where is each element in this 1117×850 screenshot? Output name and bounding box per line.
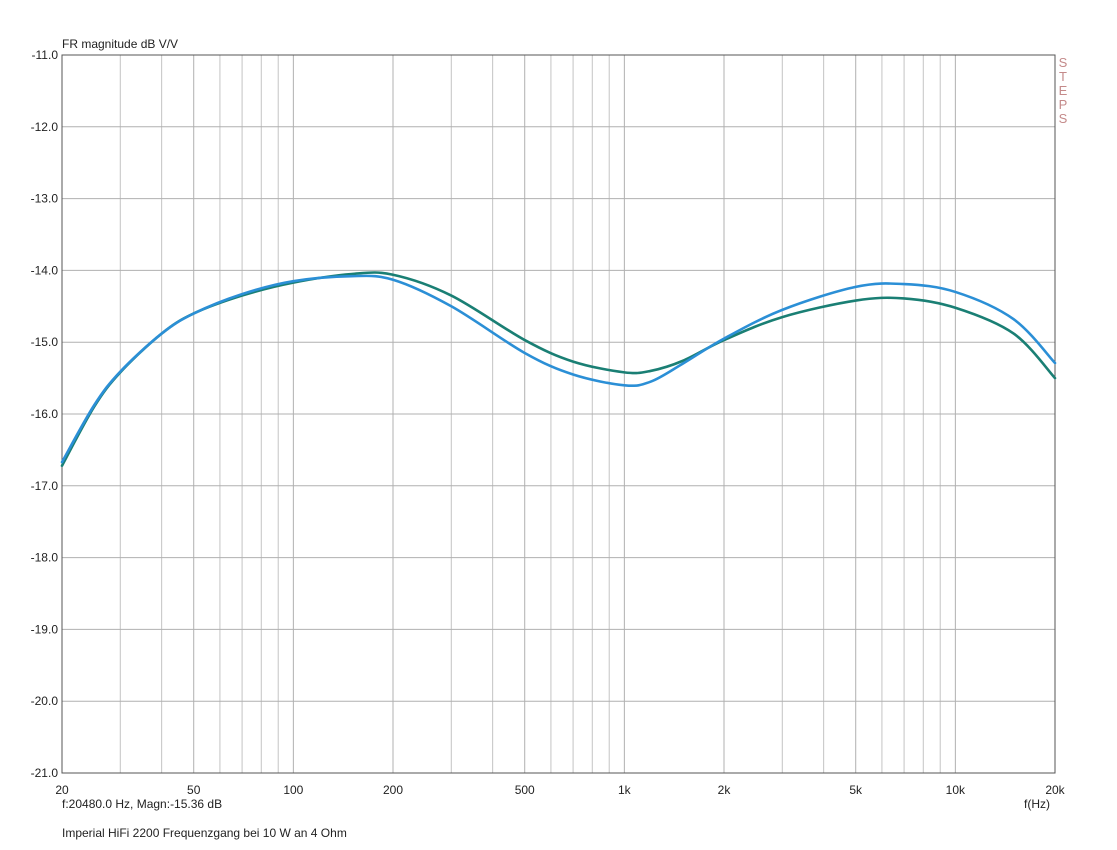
chart-title: FR magnitude dB V/V [62,37,178,51]
cursor-readout: f:20480.0 Hz, Magn:-15.36 dB [62,797,222,811]
y-tick-label: -16.0 [31,407,59,421]
x-tick-label: 20 [55,783,69,797]
y-tick-label: -12.0 [31,120,59,134]
footer-note: Imperial HiFi 2200 Frequenzgang bei 10 W… [62,826,347,840]
steps-letter: T [1059,69,1067,84]
x-tick-label: 500 [515,783,535,797]
x-tick-label: 2k [718,783,732,797]
y-tick-label: -21.0 [31,766,59,780]
steps-letter: S [1059,111,1068,126]
y-tick-label: -15.0 [31,335,59,349]
y-tick-label: -14.0 [31,263,59,277]
series-line [60,274,1057,464]
x-tick-label: 100 [283,783,303,797]
x-tick-label: 1k [618,783,632,797]
y-tick-label: -11.0 [32,48,59,62]
y-tick-label: -18.0 [31,551,59,565]
y-axis-ticks: -11.0 -12.0 -13.0 -14.0 -15.0 -16.0 -17.0 -18.0… [31,48,59,780]
x-tick-label: 10k [946,783,966,797]
x-axis-ticks: 20 50 100 200 500 1k 2k 5k 10k 20k [55,783,1065,797]
y-tick-label: -17.0 [31,479,59,493]
plot-frame [61,54,1056,774]
x-axis-label: f(Hz) [1024,797,1050,811]
steps-letter: E [1059,83,1068,98]
series-layer [60,271,1057,467]
y-tick-label: -13.0 [31,192,59,206]
x-tick-label: 5k [849,783,863,797]
x-tick-label: 50 [187,783,201,797]
y-tick-label: -20.0 [31,694,59,708]
steps-letter: S [1059,55,1068,70]
steps-letter: P [1059,97,1068,112]
y-tick-label: -19.0 [31,622,59,636]
x-tick-label: 200 [383,783,403,797]
grid [61,54,1056,774]
x-tick-label: 20k [1045,783,1065,797]
steps-label: S T E P S [1059,55,1068,126]
